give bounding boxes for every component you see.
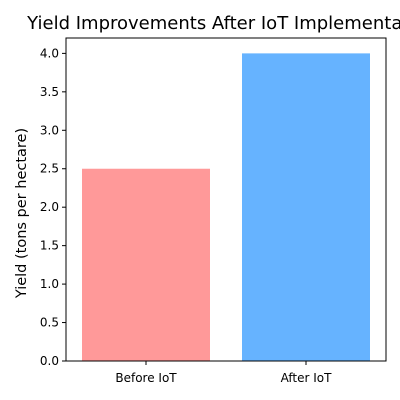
y-tick-label: 0.5 — [40, 316, 59, 330]
y-tick-label: 1.5 — [40, 239, 59, 253]
x-tick-label: After IoT — [281, 371, 333, 385]
y-tick-label: 1.0 — [40, 277, 59, 291]
y-tick-label: 3.5 — [40, 85, 59, 99]
y-tick-label: 0.0 — [40, 354, 59, 368]
y-axis-label: Yield (tons per hectare) — [14, 128, 30, 299]
x-tick-label: Before IoT — [115, 371, 177, 385]
y-tick-label: 2.0 — [40, 200, 59, 214]
chart-title: Yield Improvements After IoT Implementat… — [26, 13, 400, 34]
bar-before-iot — [82, 168, 210, 361]
y-tick-label: 4.0 — [40, 46, 59, 60]
bar-after-iot — [242, 53, 370, 361]
plot-area: 0.0 0.5 1.0 1.5 2.0 2.5 3.0 3.5 4.0 Before IoT Aft… — [40, 37, 387, 385]
plot-frame — [65, 37, 387, 362]
y-tick-label: 2.5 — [40, 162, 59, 176]
y-tick-label: 3.0 — [40, 123, 59, 137]
